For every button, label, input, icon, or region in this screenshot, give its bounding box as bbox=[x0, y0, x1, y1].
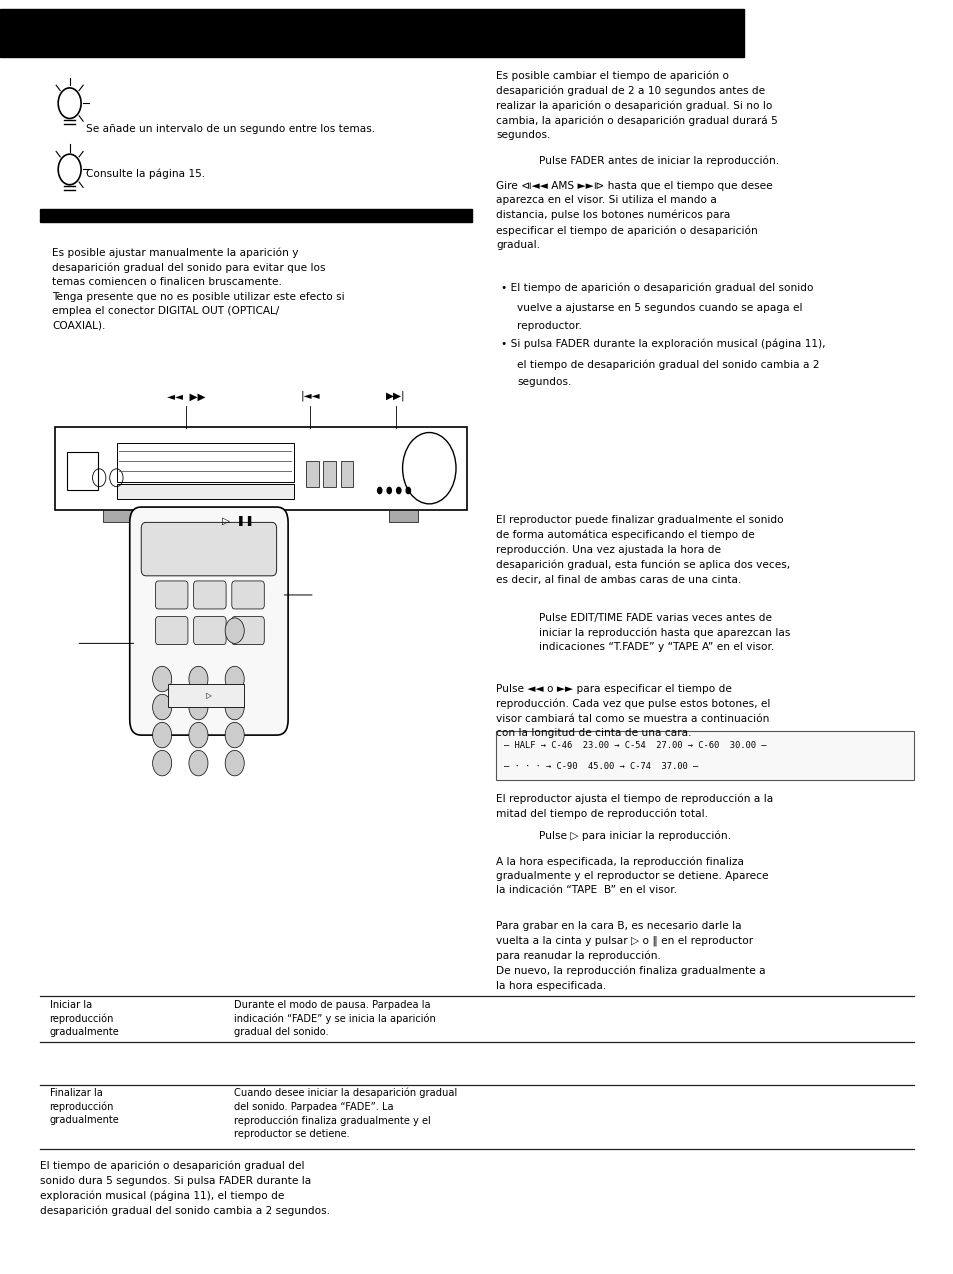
Bar bbox=[496, 731, 913, 780]
Text: Finalizar la
reproducción
gradualmente: Finalizar la reproducción gradualmente bbox=[50, 1088, 119, 1125]
Text: el tiempo de desaparición gradual del sonido cambia a 2: el tiempo de desaparición gradual del so… bbox=[517, 359, 819, 369]
Text: Para grabar en la cara B, es necesario darle la
vuelta a la cinta y pulsar ▷ o ‖: Para grabar en la cara B, es necesario d… bbox=[496, 921, 765, 991]
Circle shape bbox=[225, 722, 244, 748]
Bar bbox=[389, 510, 417, 522]
FancyBboxPatch shape bbox=[232, 617, 264, 645]
FancyBboxPatch shape bbox=[193, 581, 226, 609]
Bar bbox=[67, 452, 98, 490]
Text: A la hora especificada, la reproducción finaliza
gradualmente y el reproductor s: A la hora especificada, la reproducción … bbox=[496, 856, 768, 896]
Text: Pulse EDIT/TIME FADE varias veces antes de
iniciar la reproducción hasta que apa: Pulse EDIT/TIME FADE varias veces antes … bbox=[538, 613, 789, 652]
Text: • El tiempo de aparición o desaparición gradual del sonido: • El tiempo de aparición o desaparición … bbox=[500, 283, 813, 293]
FancyBboxPatch shape bbox=[141, 522, 276, 576]
Circle shape bbox=[189, 750, 208, 776]
Text: ◄◄  ▶▶: ◄◄ ▶▶ bbox=[167, 391, 205, 401]
Circle shape bbox=[189, 694, 208, 720]
Circle shape bbox=[152, 666, 172, 692]
Text: Consulte la página 15.: Consulte la página 15. bbox=[86, 168, 205, 178]
Circle shape bbox=[225, 694, 244, 720]
Text: Es posible ajustar manualmente la aparición y
desaparición gradual del sonido pa: Es posible ajustar manualmente la aparic… bbox=[52, 247, 345, 330]
Text: • Si pulsa FADER durante la exploración musical (página 11),: • Si pulsa FADER durante la exploración … bbox=[500, 339, 824, 349]
Circle shape bbox=[225, 666, 244, 692]
Bar bbox=[40, 209, 472, 222]
Bar bbox=[306, 461, 318, 487]
Text: Durante el modo de pausa. Parpadea la
indicación “FADE” y se inicia la aparición: Durante el modo de pausa. Parpadea la in… bbox=[233, 1000, 435, 1037]
Circle shape bbox=[395, 487, 401, 494]
Circle shape bbox=[225, 750, 244, 776]
Bar bbox=[117, 443, 294, 482]
Text: ▷  ❚❚: ▷ ❚❚ bbox=[222, 516, 254, 526]
Text: vuelve a ajustarse en 5 segundos cuando se apaga el: vuelve a ajustarse en 5 segundos cuando … bbox=[517, 303, 801, 313]
Circle shape bbox=[152, 694, 172, 720]
Bar bbox=[117, 484, 294, 499]
FancyBboxPatch shape bbox=[155, 581, 188, 609]
Bar bbox=[103, 510, 132, 522]
Circle shape bbox=[376, 487, 382, 494]
Text: Gire ⧏◄◄ AMS ►►⧐ hasta que el tiempo que desee
aparezca en el visor. Si utiliza : Gire ⧏◄◄ AMS ►►⧐ hasta que el tiempo que… bbox=[496, 181, 772, 250]
Text: ▶▶|: ▶▶| bbox=[386, 391, 405, 401]
Text: Pulse FADER antes de iniciar la reproducción.: Pulse FADER antes de iniciar la reproduc… bbox=[538, 155, 779, 166]
Text: — · · · → C-90  45.00 → C-74  37.00 —: — · · · → C-90 45.00 → C-74 37.00 — bbox=[503, 762, 698, 771]
Text: segundos.: segundos. bbox=[517, 377, 571, 387]
Bar bbox=[0, 9, 743, 57]
Text: reproductor.: reproductor. bbox=[517, 321, 581, 331]
Bar bbox=[323, 461, 335, 487]
Text: El tiempo de aparición o desaparición gradual del
sonido dura 5 segundos. Si pul: El tiempo de aparición o desaparición gr… bbox=[40, 1161, 330, 1215]
Circle shape bbox=[225, 618, 244, 643]
Text: Pulse ▷ para iniciar la reproducción.: Pulse ▷ para iniciar la reproducción. bbox=[538, 831, 730, 841]
Text: — HALF → C-46  23.00 → C-54  27.00 → C-60  30.00 —: — HALF → C-46 23.00 → C-54 27.00 → C-60 … bbox=[503, 741, 765, 750]
Text: Pulse ◄◄ o ►► para especificar el tiempo de
reproducción. Cada vez que pulse est: Pulse ◄◄ o ►► para especificar el tiempo… bbox=[496, 684, 770, 738]
Text: Se añade un intervalo de un segundo entre los temas.: Se añade un intervalo de un segundo entr… bbox=[86, 124, 375, 134]
Text: ▷: ▷ bbox=[206, 691, 212, 701]
Text: |◄◄: |◄◄ bbox=[300, 391, 319, 401]
Bar bbox=[340, 461, 353, 487]
Text: Iniciar la
reproducción
gradualmente: Iniciar la reproducción gradualmente bbox=[50, 1000, 119, 1037]
FancyBboxPatch shape bbox=[130, 507, 288, 735]
Circle shape bbox=[386, 487, 392, 494]
Circle shape bbox=[189, 666, 208, 692]
Circle shape bbox=[152, 722, 172, 748]
Bar bbox=[55, 427, 467, 510]
Circle shape bbox=[189, 722, 208, 748]
Text: El reproductor ajusta el tiempo de reproducción a la
mitad del tiempo de reprodu: El reproductor ajusta el tiempo de repro… bbox=[496, 794, 773, 819]
Text: Es posible cambiar el tiempo de aparición o
desaparición gradual de 2 a 10 segun: Es posible cambiar el tiempo de aparició… bbox=[496, 70, 777, 140]
Text: Cuando desee iniciar la desaparición gradual
del sonido. Parpadea “FADE”. La
rep: Cuando desee iniciar la desaparición gra… bbox=[233, 1088, 456, 1139]
FancyBboxPatch shape bbox=[232, 581, 264, 609]
Circle shape bbox=[152, 750, 172, 776]
Bar bbox=[168, 684, 244, 707]
Circle shape bbox=[405, 487, 411, 494]
FancyBboxPatch shape bbox=[155, 617, 188, 645]
FancyBboxPatch shape bbox=[193, 617, 226, 645]
Text: El reproductor puede finalizar gradualmente el sonido
de forma automática especi: El reproductor puede finalizar gradualme… bbox=[496, 515, 789, 585]
